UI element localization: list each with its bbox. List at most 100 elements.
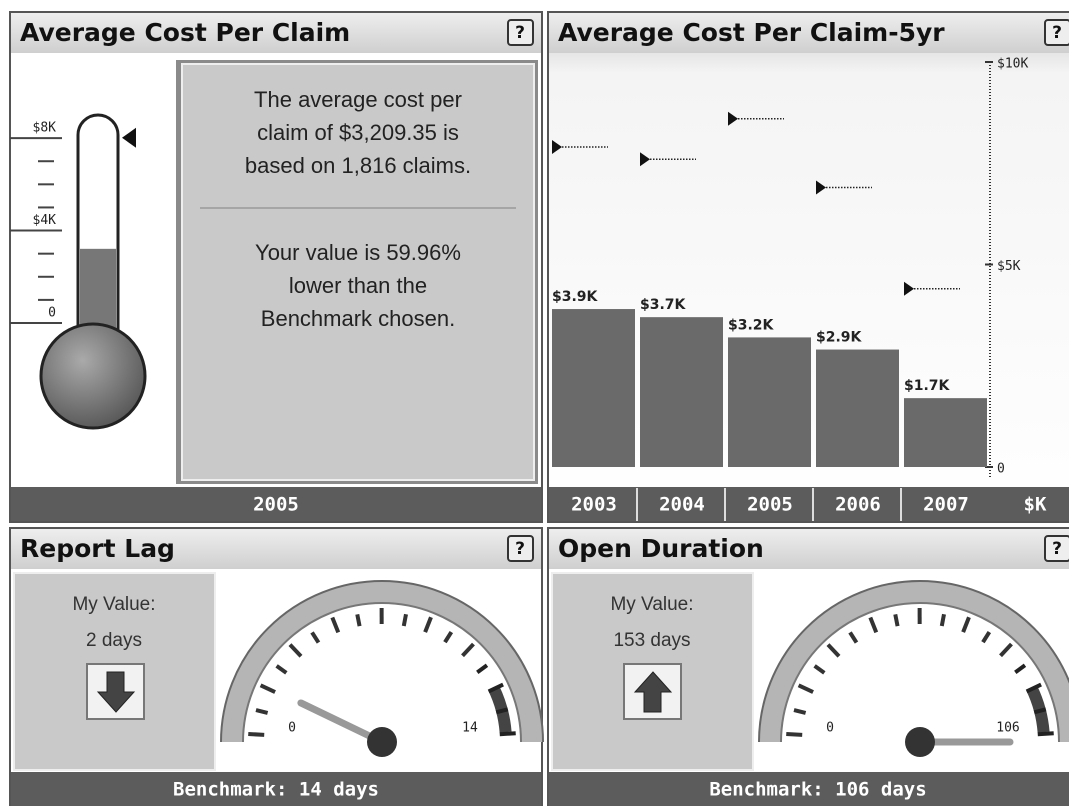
gauge-dial-tick [330,616,341,634]
help-button[interactable] [507,535,534,562]
gauge-dial-tick [443,630,454,644]
y-tick-label: $4K [33,213,57,228]
panel-title: Report Lag [20,534,175,563]
up-arrow [633,671,673,713]
title-bar [549,529,1069,569]
help-label[interactable]: ? [515,539,525,559]
value-caption: My Value: [72,594,155,615]
benchmark-marker [640,152,650,167]
benchmark-marker [122,127,136,148]
gauge-dial-tick [487,682,504,694]
value-label: $2.9K [816,330,863,346]
help-label[interactable]: ? [1052,23,1062,43]
gauge-rim-edge [242,602,522,743]
gauge-dial-tick [401,613,408,627]
gauge-dial-tick [826,643,841,658]
gauge-hub [905,727,935,757]
message-line: Your value is 59.96% [255,240,461,265]
gauge-dial-tick [786,731,803,737]
charts: 0 $4K $8K 0 $5K $10K $3.9K $3.7K $3.2K $2.9K $1.7K… [10,57,1069,757]
footer-bar [549,487,1069,521]
title-bar [11,13,541,53]
y-tick-label: $10K [997,57,1028,72]
gauge-dial-tick [255,708,269,715]
gauge-dial-tick [848,631,859,644]
panel-title: Open Duration [558,534,764,563]
gauge-dial-tick [999,642,1013,658]
x-tick-label: 2003 [571,494,617,516]
gauge-dial-tick [1025,682,1042,694]
bar [816,349,899,467]
gauge-rim-edge [220,580,544,743]
x-tick-label: 2005 [747,494,793,516]
bar [904,398,987,467]
gauge-dial-tick [1033,707,1047,715]
footer-label: 2005 [253,494,299,516]
gauge-dial-tick [355,613,362,627]
my-value: 2 days [86,630,142,651]
x-tick-label: 2007 [923,494,969,516]
gauge-dial-tick [310,631,321,644]
benchmark-marker [904,281,914,296]
gauge-tick-label: 14 [462,721,478,736]
help-button[interactable] [1044,535,1069,562]
gauge-dial-tick [461,642,475,658]
gauge-dial-tick [939,613,946,627]
my-value: 153 days [613,630,690,651]
gauge-dial-tick [893,613,900,627]
gauge-dial-tick [248,731,265,737]
panel-title: Average Cost Per Claim-5yr [558,18,945,47]
gauge-hub [367,727,397,757]
value-label: $3.9K [552,289,599,305]
message-line: based on 1,816 claims. [245,153,471,178]
footer-bar [11,772,541,806]
gauge-dial-tick [495,707,509,715]
value-caption: My Value: [610,594,693,615]
benchmark-marker [552,140,562,155]
gauge-dial-tick [476,663,489,674]
gauge-rim-edge [758,580,1069,743]
y-tick-label: $8K [33,121,57,136]
down-arrow [96,671,136,713]
title-bar [11,529,541,569]
footer-label: Benchmark: 106 days [709,779,926,801]
message-line: lower than the [289,273,427,298]
bar [552,309,635,467]
help-button[interactable] [1044,19,1069,46]
y-tick-label: 0 [48,306,56,321]
gauge-rim [221,581,543,743]
gauge-dial-tick [423,616,433,633]
benchmark-marker [816,180,826,195]
gauge-dial-tick [259,683,276,694]
gauge-dial-tick [868,616,879,634]
thermometer-bulb [39,322,147,430]
x-tick-label: 2004 [659,494,705,516]
gauge-dial-tick [1014,663,1027,674]
y-tick-label: 0 [997,462,1005,477]
value-label: $1.7K [904,378,951,394]
gauge-tick-label: 0 [826,721,834,736]
y-tick-label: $5K [997,259,1021,274]
footer-label: Benchmark: 14 days [173,779,379,801]
gauge-dial-tick [961,616,971,633]
gauge-dial-tick [813,664,826,675]
gauge-dial-tick [275,664,288,675]
panel-title: Average Cost Per Claim [20,18,350,47]
gauge-dial-tick [1037,731,1054,737]
gauge-dial-tick [793,708,807,715]
footer-bar [11,487,541,521]
gauge-dial-tick [981,630,992,644]
gauge-tick-label: 106 [996,721,1019,736]
bar [640,317,723,467]
gauge-dial-tick [499,731,516,737]
bar [728,337,811,467]
help-label[interactable]: ? [515,23,525,43]
title-bar [549,13,1069,53]
value-label: $3.2K [728,317,775,333]
value-label: $3.7K [640,297,687,313]
help-label[interactable]: ? [1052,539,1062,559]
benchmark-marker [728,111,738,126]
help-button[interactable] [507,19,534,46]
axis-unit: $K [1024,494,1047,516]
